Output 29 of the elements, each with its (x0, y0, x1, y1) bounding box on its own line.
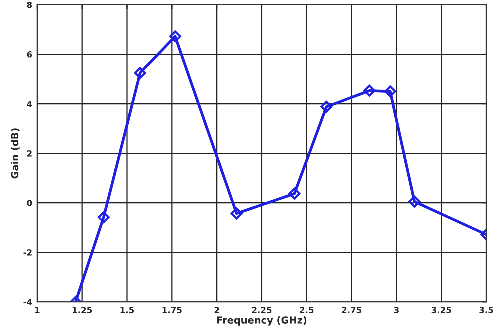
point (408, 196, 421, 208)
y-tick-label: -4 (24, 299, 32, 306)
y-axis-title: Gain (dB) (11, 128, 20, 179)
point (169, 30, 182, 43)
x-tick-label: 2.75 (342, 307, 362, 314)
x-axis-title: Frequency (GHz) (217, 316, 307, 326)
point (288, 188, 301, 200)
y-tick-label: 0 (27, 200, 32, 206)
point (320, 101, 333, 113)
y-tick-label: 2 (27, 150, 32, 157)
x-tick-label: 2 (214, 307, 220, 314)
x-tick-label: 2.25 (252, 307, 272, 314)
x-tick-label: 3.25 (432, 307, 452, 314)
y-tick-label: -2 (24, 250, 32, 256)
x-tick-label: 3 (394, 307, 399, 314)
point (364, 84, 376, 97)
x-tick-label: 1.5 (120, 307, 134, 314)
y-tick-label: 8 (27, 2, 32, 8)
point (384, 86, 396, 98)
x-tick-label: 1 (35, 307, 40, 314)
point (98, 211, 110, 224)
point (134, 67, 146, 80)
x-tick-label: 3.5 (480, 307, 494, 314)
point (230, 208, 243, 220)
x-tick-label: 1.75 (162, 307, 182, 314)
y-tick-label: 4 (27, 101, 32, 108)
x-tick-label: 2.5 (300, 307, 314, 314)
x-tick-label: 1.25 (72, 307, 92, 314)
y-tick-label: 6 (27, 51, 32, 58)
